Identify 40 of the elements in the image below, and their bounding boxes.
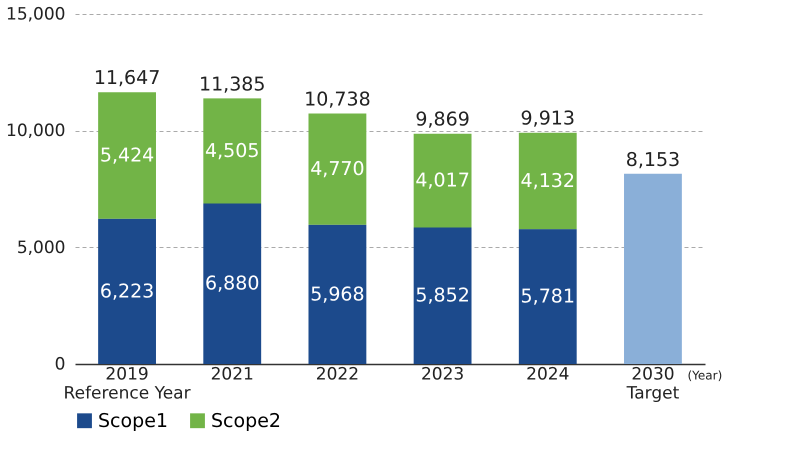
data-label: 5,968 bbox=[310, 283, 365, 306]
total-label: 9,913 bbox=[520, 108, 575, 130]
x-axis-title: (Year) bbox=[688, 368, 722, 382]
y-tick-label: 10,000 bbox=[6, 121, 66, 142]
bar bbox=[308, 224, 366, 364]
bar bbox=[414, 134, 472, 228]
data-label: 5,781 bbox=[520, 286, 575, 308]
y-tick-label: 5,000 bbox=[16, 238, 66, 258]
data-label: 4,017 bbox=[415, 170, 470, 192]
total-label: 9,869 bbox=[415, 108, 470, 131]
bar bbox=[98, 218, 156, 364]
y-tick-label: 0 bbox=[54, 354, 66, 374]
data-label: 6,223 bbox=[100, 280, 154, 302]
x-tick-label: 2019 Reference Year bbox=[64, 364, 191, 404]
data-label: 4,505 bbox=[205, 140, 260, 162]
bar bbox=[518, 132, 577, 230]
bar bbox=[624, 174, 682, 364]
total-label: 10,738 bbox=[304, 88, 371, 110]
legend-label: Scope1 bbox=[98, 410, 168, 432]
data-label: 5,852 bbox=[415, 284, 470, 307]
bar bbox=[414, 227, 472, 364]
bar bbox=[203, 203, 262, 364]
y-tick-label: 15,000 bbox=[6, 4, 66, 24]
data-label: 5,424 bbox=[100, 144, 154, 167]
x-tick-label: 2024 bbox=[526, 364, 570, 384]
x-tick-label: 2023 bbox=[420, 364, 464, 384]
total-label: 8,153 bbox=[626, 148, 680, 171]
bar bbox=[203, 98, 262, 204]
data-label: 4,770 bbox=[310, 158, 365, 180]
x-tick-label: 2022 bbox=[316, 364, 360, 384]
x-tick-label: 2030 Target bbox=[626, 364, 680, 404]
bar bbox=[518, 229, 577, 364]
bar bbox=[98, 92, 156, 219]
bar bbox=[308, 113, 366, 225]
total-label: 11,385 bbox=[198, 73, 266, 96]
x-tick-label: 2021 bbox=[210, 364, 254, 384]
data-label: 6,880 bbox=[205, 272, 260, 295]
total-label: 11,647 bbox=[94, 67, 160, 90]
data-label: 4,132 bbox=[520, 170, 575, 192]
legend-label: Scope2 bbox=[211, 410, 281, 432]
